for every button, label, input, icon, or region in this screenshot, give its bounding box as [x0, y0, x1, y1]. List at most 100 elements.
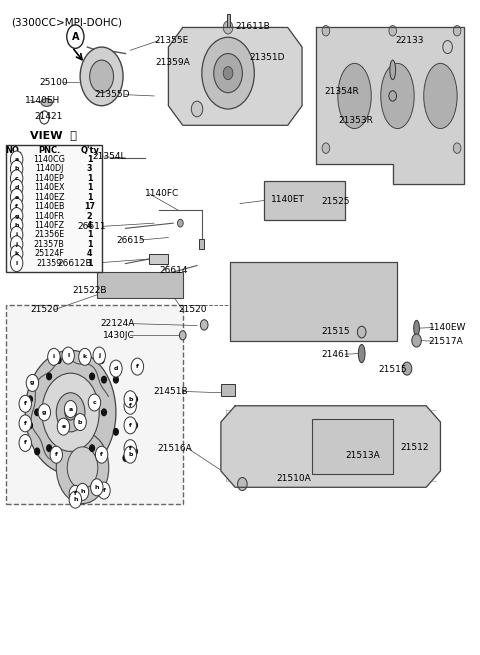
Text: l: l: [67, 353, 69, 358]
Polygon shape: [168, 28, 302, 125]
Circle shape: [223, 67, 233, 80]
Circle shape: [11, 160, 23, 178]
Circle shape: [114, 377, 118, 383]
Text: 1: 1: [87, 259, 93, 268]
Text: 21353R: 21353R: [339, 116, 373, 125]
Text: 21354R: 21354R: [324, 87, 360, 96]
Text: e: e: [61, 424, 66, 429]
Circle shape: [11, 170, 23, 187]
Circle shape: [78, 491, 83, 497]
Text: 1: 1: [87, 231, 93, 239]
Circle shape: [76, 483, 89, 500]
Circle shape: [123, 455, 128, 461]
Circle shape: [98, 482, 110, 499]
Circle shape: [178, 219, 183, 227]
Circle shape: [11, 198, 23, 215]
Circle shape: [223, 21, 233, 34]
Text: f: f: [55, 452, 58, 457]
Circle shape: [11, 255, 23, 272]
Polygon shape: [221, 405, 441, 487]
Circle shape: [48, 348, 60, 365]
Ellipse shape: [41, 98, 52, 106]
Circle shape: [90, 373, 95, 380]
Text: 3: 3: [87, 164, 93, 174]
Text: 21355E: 21355E: [154, 36, 188, 45]
Text: 21451B: 21451B: [153, 387, 188, 396]
Text: g: g: [42, 410, 47, 415]
Text: 26612B: 26612B: [58, 259, 92, 268]
Circle shape: [238, 477, 247, 491]
Circle shape: [11, 189, 23, 206]
Text: 1140EX: 1140EX: [34, 183, 64, 193]
Text: PNC.: PNC.: [38, 146, 60, 155]
Text: 1140EP: 1140EP: [34, 174, 64, 183]
FancyBboxPatch shape: [6, 145, 102, 272]
FancyBboxPatch shape: [199, 240, 204, 250]
Circle shape: [67, 447, 98, 489]
Circle shape: [180, 331, 186, 340]
Circle shape: [95, 484, 99, 491]
FancyBboxPatch shape: [312, 419, 393, 474]
Text: 21359A: 21359A: [155, 58, 190, 67]
Text: 21351D: 21351D: [250, 53, 285, 62]
Text: h: h: [80, 489, 85, 495]
Text: a: a: [14, 157, 19, 162]
Text: 21520: 21520: [178, 305, 206, 314]
Circle shape: [389, 91, 396, 101]
Text: h: h: [95, 485, 99, 490]
Circle shape: [124, 446, 136, 463]
Text: 21357B: 21357B: [34, 240, 64, 249]
Ellipse shape: [359, 345, 365, 363]
Text: 1140ET: 1140ET: [271, 195, 305, 204]
Circle shape: [358, 326, 366, 338]
Circle shape: [56, 393, 85, 432]
Text: h: h: [73, 497, 78, 502]
Text: l: l: [15, 261, 18, 266]
Ellipse shape: [381, 64, 414, 128]
Circle shape: [110, 360, 122, 377]
Text: 1140DJ: 1140DJ: [35, 164, 63, 174]
Text: 21520: 21520: [30, 305, 59, 314]
Circle shape: [124, 440, 136, 457]
Text: 1140EH: 1140EH: [25, 96, 60, 105]
Text: 21611B: 21611B: [235, 22, 270, 31]
Text: 1: 1: [87, 174, 93, 183]
Text: a: a: [69, 407, 72, 411]
Circle shape: [412, 334, 421, 347]
Circle shape: [200, 320, 208, 330]
Text: 22133: 22133: [395, 36, 424, 45]
Text: 1430JC: 1430JC: [103, 331, 135, 340]
Circle shape: [114, 428, 118, 435]
Text: c: c: [93, 400, 96, 405]
Text: 4: 4: [87, 221, 93, 230]
Text: 21515: 21515: [378, 365, 407, 374]
Text: k: k: [14, 251, 19, 256]
Ellipse shape: [338, 64, 371, 128]
Circle shape: [28, 422, 33, 428]
Circle shape: [69, 491, 82, 508]
Circle shape: [202, 37, 254, 109]
Circle shape: [57, 418, 70, 435]
Text: f: f: [103, 488, 106, 493]
Text: 25100: 25100: [39, 78, 68, 86]
Circle shape: [33, 377, 37, 383]
Circle shape: [102, 409, 107, 415]
Text: 21516A: 21516A: [157, 443, 192, 453]
Text: VIEW  Ⓐ: VIEW Ⓐ: [30, 130, 77, 140]
Circle shape: [124, 391, 136, 407]
Circle shape: [11, 151, 23, 168]
Polygon shape: [316, 28, 464, 184]
Text: c: c: [15, 176, 19, 181]
Text: A: A: [72, 31, 79, 42]
Circle shape: [56, 432, 109, 504]
Circle shape: [64, 401, 77, 417]
Circle shape: [124, 398, 136, 414]
Circle shape: [124, 417, 136, 434]
Text: 1140EB: 1140EB: [34, 202, 64, 211]
Circle shape: [47, 373, 51, 380]
Text: 21517A: 21517A: [429, 337, 463, 346]
Text: 21510A: 21510A: [277, 474, 312, 483]
Text: 4: 4: [87, 249, 93, 258]
Circle shape: [66, 350, 71, 357]
Text: 21355D: 21355D: [95, 90, 130, 99]
